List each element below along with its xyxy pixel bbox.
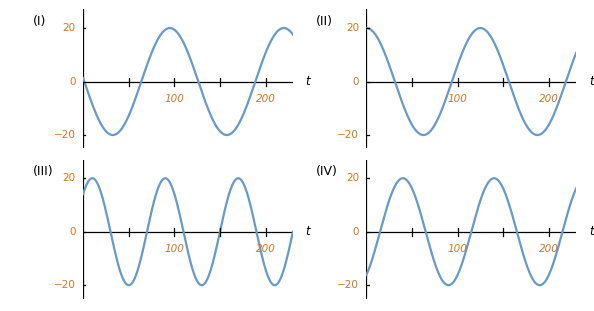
Text: (III): (III): [33, 165, 53, 178]
Text: −20: −20: [337, 280, 359, 290]
Text: 20: 20: [346, 173, 359, 183]
Text: −20: −20: [54, 280, 76, 290]
Text: 0: 0: [353, 227, 359, 237]
Text: 100: 100: [165, 94, 184, 104]
Text: (IV): (IV): [316, 165, 338, 178]
Text: (I): (I): [33, 15, 46, 28]
Text: −20: −20: [54, 130, 76, 140]
Text: −20: −20: [337, 130, 359, 140]
Text: t: t: [589, 225, 593, 238]
Text: t: t: [306, 75, 310, 88]
Text: (II): (II): [316, 15, 333, 28]
Text: 200: 200: [255, 244, 276, 254]
Text: 200: 200: [539, 244, 559, 254]
Text: 100: 100: [448, 244, 467, 254]
Text: 0: 0: [353, 77, 359, 86]
Text: 20: 20: [63, 23, 76, 33]
Text: t: t: [306, 225, 310, 238]
Text: 200: 200: [255, 94, 276, 104]
Text: 20: 20: [63, 173, 76, 183]
Text: 20: 20: [346, 23, 359, 33]
Text: t: t: [589, 75, 593, 88]
Text: 100: 100: [165, 244, 184, 254]
Text: 0: 0: [69, 227, 76, 237]
Text: 200: 200: [539, 94, 559, 104]
Text: 0: 0: [69, 77, 76, 86]
Text: 100: 100: [448, 94, 467, 104]
